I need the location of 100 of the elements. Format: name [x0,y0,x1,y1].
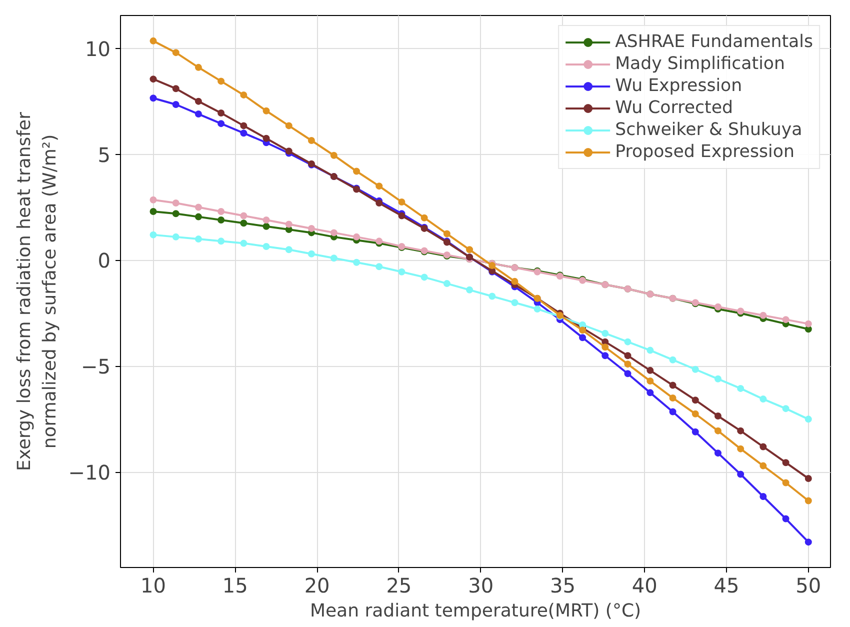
point [602,330,609,337]
point [443,280,450,288]
point [240,240,248,247]
x-axis-title: Mean radiant temperature(MRT) (°C) [310,600,642,622]
point [488,292,496,300]
point [376,200,383,207]
point [285,246,292,254]
y-tick-label: 0 [98,248,111,273]
x-tick-label: 20 [304,574,330,598]
point [353,233,360,240]
point [240,220,248,227]
y-tick-label: 5 [98,142,111,167]
point [669,356,676,364]
point [646,346,654,354]
point [353,258,360,266]
point [804,538,812,546]
y-tick-label: −5 [81,354,110,379]
y-tick-label: −10 [68,460,111,485]
legend-label: Proposed Expression [615,142,794,162]
point [150,37,157,44]
point [782,515,790,522]
point [240,130,248,137]
point [624,338,632,346]
y-tick-label: 10 [85,36,111,61]
point [646,389,654,396]
point [330,254,338,262]
point [285,122,292,130]
point [194,110,202,118]
point [172,200,180,207]
point [172,210,180,218]
point [262,242,270,250]
point [376,263,383,270]
point [714,303,722,310]
point [218,109,225,116]
point [262,222,270,230]
x-tick-label: 35 [550,574,576,598]
legend-label: Wu Corrected [615,98,733,118]
point [804,416,812,423]
point [150,196,157,204]
point [194,64,202,71]
point [172,101,180,108]
point [150,208,157,215]
point [782,405,790,412]
point [172,233,180,240]
y-axis-title: Exergy loss from radiation heat transfer normalized by surface area (W/m²) [14,111,60,471]
x-tick-label: 50 [796,574,822,598]
point [579,334,586,342]
point [466,246,474,254]
point [714,450,722,457]
point [782,459,790,466]
point [624,352,632,360]
point [353,168,360,175]
point [285,220,292,228]
point [760,462,767,470]
point [602,344,609,351]
point [669,408,676,416]
point [194,98,202,105]
point [624,360,632,368]
point [194,204,202,211]
point [669,382,676,389]
point [150,231,157,238]
point [760,493,767,500]
point [760,443,767,450]
point [398,198,406,206]
point [330,152,338,159]
point [646,378,654,385]
point [804,320,812,328]
legend-label: Schweiker & Shukuya [615,120,802,140]
point [692,428,699,436]
x-tick-label: 30 [468,574,494,598]
x-tick-label: 15 [222,574,248,598]
point [240,91,248,98]
point [466,286,474,294]
point [782,316,790,324]
point [737,470,744,478]
point [760,312,767,319]
point [308,250,315,258]
point [669,394,676,402]
point [308,137,315,144]
legend-label: Mady Simplification [615,54,785,74]
x-tick-label: 45 [714,574,740,598]
x-tick-label: 40 [632,574,658,598]
point [737,445,744,452]
point [714,427,722,434]
point [172,85,180,92]
x-tick-label: 10 [140,574,166,598]
point [218,238,225,245]
point [511,299,518,306]
point [218,78,225,85]
point [240,212,248,220]
point [194,236,202,243]
point [534,305,541,312]
point [488,262,496,270]
point [218,208,225,215]
point [714,375,722,382]
point [782,479,790,486]
point [150,94,157,102]
point [692,396,699,404]
point [760,396,767,403]
point [150,76,157,83]
